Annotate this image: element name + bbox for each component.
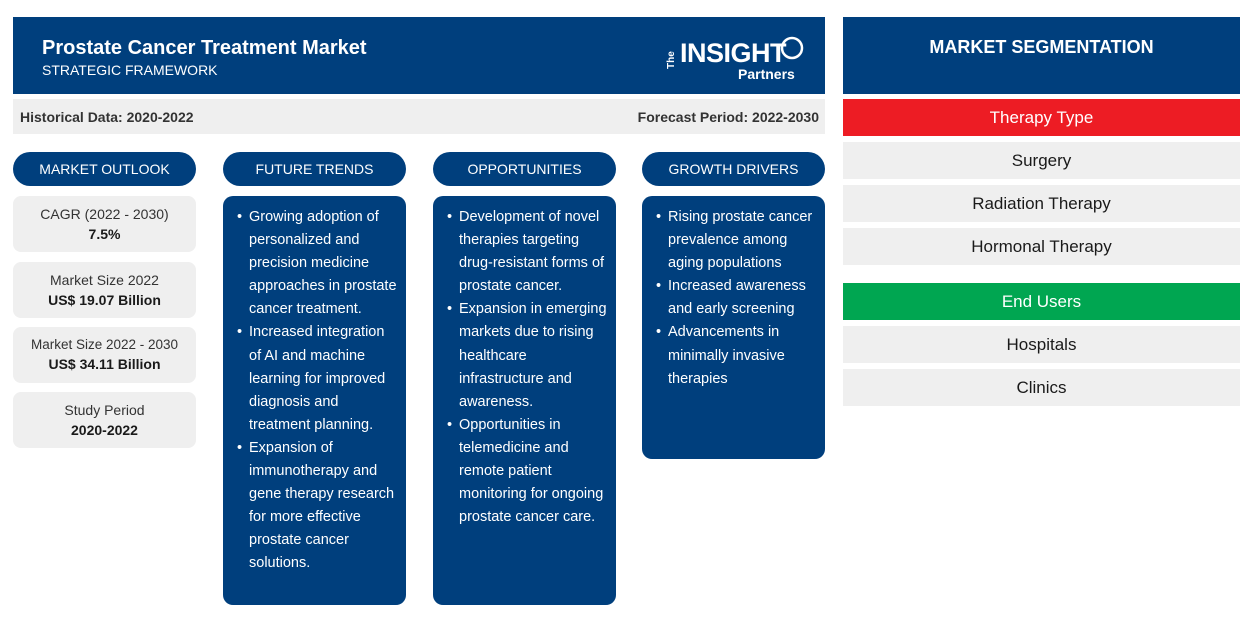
segment-item-hospitals: Hospitals — [843, 326, 1240, 363]
list-item: Development of novel therapies targeting… — [447, 206, 608, 298]
list-item: Advancements in minimally invasive thera… — [656, 321, 817, 390]
cagr-card: CAGR (2022 - 2030) 7.5% — [13, 196, 196, 252]
list-item: Growing adoption of personalized and pre… — [237, 206, 398, 321]
report-subtitle: STRATEGIC FRAMEWORK — [42, 62, 218, 78]
opportunities-list: Development of novel therapies targeting… — [447, 206, 608, 529]
list-item: Opportunities in telemedicine and remote… — [447, 414, 608, 529]
segment-item-surgery: Surgery — [843, 142, 1240, 179]
opportunities-heading: OPPORTUNITIES — [433, 152, 616, 186]
report-title: Prostate Cancer Treatment Market — [42, 37, 367, 59]
market-segmentation-heading: MARKET SEGMENTATION — [843, 17, 1240, 94]
logo-the-text: The — [666, 51, 677, 69]
study-period-card: Study Period 2020-2022 — [13, 392, 196, 448]
future-trends-heading: FUTURE TRENDS — [223, 152, 406, 186]
market-size-2022-label: Market Size 2022 — [50, 272, 159, 288]
future-trends-box: Growing adoption of personalized and pre… — [223, 196, 406, 605]
logo-partners-text: Partners — [738, 66, 795, 82]
cagr-label: CAGR (2022 - 2030) — [40, 206, 169, 222]
market-size-forecast-value: US$ 34.11 Billion — [48, 356, 161, 372]
historical-data-label: Historical Data: 2020-2022 — [20, 109, 194, 125]
list-item: Increased integration of AI and machine … — [237, 321, 398, 436]
market-size-2022-value: US$ 19.07 Billion — [48, 292, 161, 308]
segment-item-radiation-therapy: Radiation Therapy — [843, 185, 1240, 222]
insight-partners-logo: The INSIGHT Partners — [666, 33, 806, 83]
growth-drivers-list: Rising prostate cancer prevalence among … — [656, 206, 817, 391]
logo-swoosh-icon — [780, 36, 804, 60]
report-header: Prostate Cancer Treatment Market STRATEG… — [13, 17, 825, 94]
list-item: Expansion of immunotherapy and gene ther… — [237, 437, 398, 576]
growth-drivers-heading: GROWTH DRIVERS — [642, 152, 825, 186]
forecast-period-label: Forecast Period: 2022-2030 — [637, 109, 819, 125]
segment-item-clinics: Clinics — [843, 369, 1240, 406]
study-period-value: 2020-2022 — [71, 422, 138, 438]
market-outlook-heading: MARKET OUTLOOK — [13, 152, 196, 186]
end-users-category: End Users — [843, 283, 1240, 320]
period-bar: Historical Data: 2020-2022 Forecast Peri… — [13, 99, 825, 134]
growth-drivers-box: Rising prostate cancer prevalence among … — [642, 196, 825, 459]
logo-insight-text: INSIGHT — [680, 38, 787, 68]
market-size-forecast-card: Market Size 2022 - 2030 US$ 34.11 Billio… — [13, 327, 196, 383]
market-size-2022-card: Market Size 2022 US$ 19.07 Billion — [13, 262, 196, 318]
cagr-value: 7.5% — [88, 226, 121, 242]
future-trends-list: Growing adoption of personalized and pre… — [237, 206, 398, 576]
list-item: Increased awareness and early screening — [656, 275, 817, 321]
opportunities-box: Development of novel therapies targeting… — [433, 196, 616, 605]
market-size-forecast-label: Market Size 2022 - 2030 — [30, 337, 179, 352]
list-item: Expansion in emerging markets due to ris… — [447, 298, 608, 413]
study-period-label: Study Period — [64, 402, 145, 418]
list-item: Rising prostate cancer prevalence among … — [656, 206, 817, 275]
therapy-type-category: Therapy Type — [843, 99, 1240, 136]
segment-item-hormonal-therapy: Hormonal Therapy — [843, 228, 1240, 265]
